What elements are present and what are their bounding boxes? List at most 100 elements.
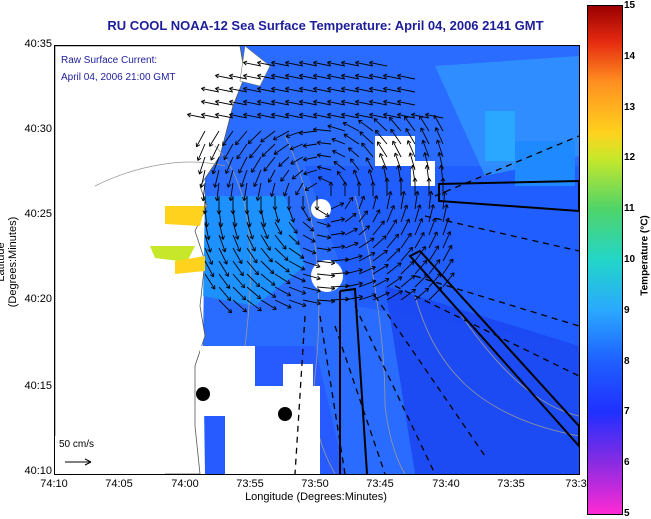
current-vector-head <box>243 99 248 105</box>
current-vector <box>253 169 262 187</box>
current-vector-head <box>209 142 214 147</box>
current-vector <box>260 260 275 274</box>
current-vector <box>288 234 300 245</box>
current-vector-head <box>269 192 275 197</box>
current-vector-head <box>443 204 449 209</box>
current-vector <box>358 225 370 236</box>
scale-label: 50 cm/s <box>59 439 95 450</box>
current-vector <box>428 231 438 249</box>
current-vector-head <box>390 205 395 210</box>
current-vector <box>197 143 206 161</box>
current-vector <box>235 130 248 146</box>
current-vector <box>428 245 439 262</box>
current-vector <box>442 231 451 249</box>
current-vector-head <box>224 169 230 174</box>
current-vector <box>260 247 273 263</box>
current-vector <box>215 100 234 106</box>
current-vector <box>341 61 360 67</box>
current-vector <box>358 293 377 301</box>
current-vector <box>273 130 290 141</box>
current-vector <box>288 208 295 223</box>
current-vector <box>330 218 345 223</box>
current-vector <box>187 113 206 119</box>
current-vector-head <box>381 165 387 170</box>
current-vector-head <box>383 86 388 92</box>
current-vector <box>251 156 262 173</box>
current-vector <box>243 100 262 106</box>
current-vector-head <box>373 118 378 123</box>
current-vector-head <box>446 231 452 236</box>
current-vector <box>369 113 388 119</box>
current-vector <box>316 286 335 290</box>
current-vector <box>330 245 345 249</box>
current-vector-head <box>225 284 231 289</box>
current-vector-head <box>440 177 446 182</box>
current-vector <box>260 299 277 310</box>
current-vector-head <box>302 143 308 149</box>
current-vector <box>400 218 410 236</box>
current-vector <box>302 208 311 222</box>
current-vector-head <box>253 258 258 264</box>
current-vector-head <box>447 244 453 250</box>
current-vector-head <box>235 140 240 146</box>
current-vector <box>442 204 448 223</box>
current-vector-head <box>257 73 262 79</box>
current-vector <box>344 242 359 249</box>
current-vector-head <box>213 183 218 188</box>
current-vector <box>209 130 220 147</box>
current-vector-head <box>341 86 346 92</box>
current-vector-head <box>326 234 332 240</box>
current-vector <box>232 208 236 227</box>
current-vector <box>204 208 208 227</box>
current-vector <box>273 143 290 155</box>
current-vector <box>316 208 330 217</box>
current-vector <box>369 100 388 106</box>
current-vector <box>285 61 304 67</box>
current-vector-head <box>303 170 308 176</box>
current-vector-head <box>257 112 262 118</box>
current-vector-head <box>382 235 387 240</box>
current-vector <box>230 182 234 201</box>
current-vector-head <box>327 73 332 79</box>
current-vector <box>383 100 402 106</box>
current-vector <box>333 161 346 171</box>
current-vector <box>260 208 266 227</box>
current-vector-head <box>226 183 232 188</box>
longitude-tick: 73:45 <box>366 478 394 490</box>
current-vector-head <box>339 202 345 207</box>
current-vector-head <box>196 156 202 161</box>
colorbar-tick: 13 <box>624 101 636 113</box>
current-vector <box>344 296 363 301</box>
colorbar-tick: 8 <box>624 355 630 367</box>
current-vector-head <box>365 157 371 162</box>
current-vector-head <box>336 170 342 176</box>
current-vector-head <box>416 204 422 209</box>
current-vector <box>232 273 245 289</box>
current-vector <box>218 273 231 289</box>
current-vector-head <box>210 156 215 161</box>
current-vector <box>388 117 402 132</box>
current-vector <box>285 100 304 106</box>
current-vector <box>400 247 414 262</box>
current-vector <box>390 128 402 145</box>
current-vector-head <box>350 158 355 163</box>
current-vector-head <box>327 86 332 92</box>
current-vector <box>358 252 376 262</box>
current-vector <box>343 133 360 145</box>
current-vector-head <box>341 73 346 79</box>
current-vector <box>257 74 276 80</box>
current-vector <box>433 115 444 132</box>
current-vector-head <box>316 140 321 146</box>
current-vector <box>249 143 262 159</box>
current-vector-head <box>371 265 376 271</box>
current-vector <box>304 182 318 191</box>
current-time: April 04, 2006 21:00 GMT <box>61 72 176 83</box>
colorbar-tick: 6 <box>624 457 630 469</box>
current-vector <box>229 113 248 119</box>
current-vector <box>292 169 304 180</box>
longitude-tick: 74:05 <box>105 478 133 490</box>
current-vector <box>428 191 432 210</box>
current-vector-head <box>392 140 397 146</box>
current-vector-head <box>355 73 360 79</box>
current-vector-head <box>385 291 390 297</box>
